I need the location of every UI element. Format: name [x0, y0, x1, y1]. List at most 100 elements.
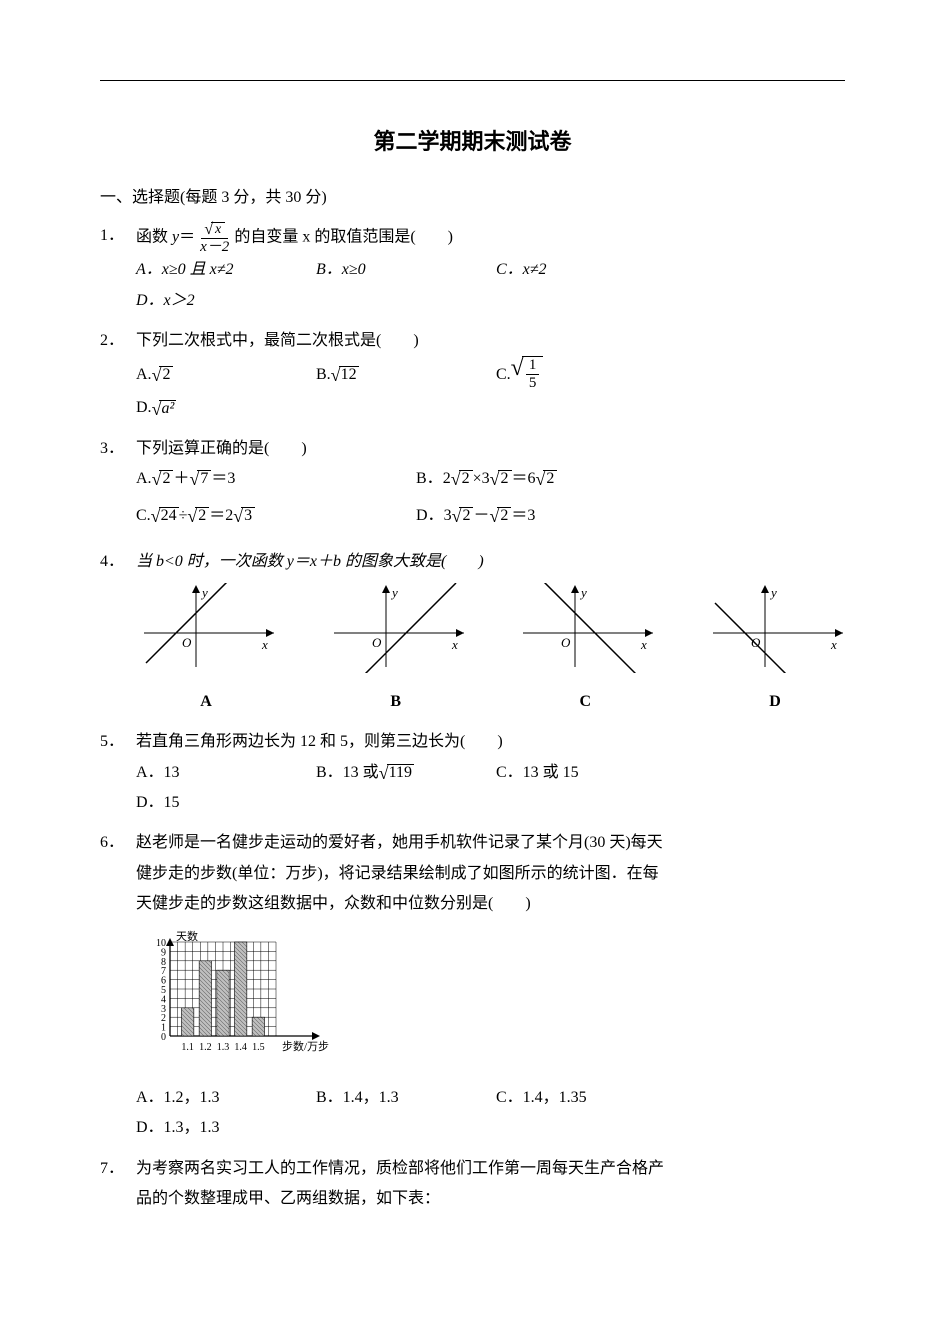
- q2-options: A.√2 B.√12 C.√15 D.√a²: [136, 356, 845, 423]
- svg-text:8: 8: [161, 956, 166, 967]
- q4-graph-label: A: [136, 687, 276, 717]
- q4-graph-label: D: [705, 687, 845, 717]
- svg-text:x: x: [640, 637, 647, 652]
- q7-number: 7．: [100, 1154, 136, 1184]
- q2-opt-c: C.√15: [496, 356, 656, 393]
- q7-stem: 为考察两名实习工人的工作情况，质检部将他们工作第一周每天生产合格产: [136, 1154, 845, 1184]
- svg-text:2: 2: [161, 1013, 166, 1024]
- q6-opt-d: D．1.3，1.3: [136, 1113, 296, 1143]
- svg-text:O: O: [561, 635, 571, 650]
- q6-options: A．1.2，1.3 B．1.4，1.3 C．1.4，1.35 D．1.3，1.3: [136, 1083, 845, 1144]
- q4-graph-C: yxOC: [515, 583, 655, 717]
- section-1-header: 一、选择题(每题 3 分，共 30 分): [100, 183, 845, 213]
- sqrt-icon: √2: [489, 507, 511, 525]
- q2-opt-d: D.√a²: [136, 393, 296, 423]
- q5-opt-d: D．15: [136, 788, 296, 818]
- svg-text:1.1: 1.1: [181, 1042, 194, 1053]
- q6-opt-a: A．1.2，1.3: [136, 1083, 296, 1113]
- q6-stem-cont: 健步走的步数(单位：万步)，将记录结果绘制成了如图所示的统计图．在每 天健步走的…: [136, 859, 845, 920]
- q4-graph-label: B: [326, 687, 466, 717]
- question-6: 6． 赵老师是一名健步走运动的爱好者，她用手机软件记录了某个月(30 天)每天 …: [100, 828, 845, 1143]
- linear-function-graph-icon: yxO: [326, 583, 466, 673]
- q1-options: A．x≥0 且 x≠2 B．x≥0 C．x≠2 D．x＞2: [136, 255, 845, 316]
- svg-text:1.4: 1.4: [234, 1042, 247, 1053]
- q1-opt-c: C．x≠2: [496, 255, 656, 285]
- sqrt-icon: √2: [152, 366, 174, 384]
- question-2: 2． 下列二次根式中，最简二次根式是( ) A.√2 B.√12 C.√15 D…: [100, 326, 845, 424]
- q4-graph-D: yxOD: [705, 583, 845, 717]
- sqrt-icon: √2: [536, 470, 558, 488]
- q3-opt-d: D． 3√2－√2＝3: [416, 501, 676, 531]
- question-4: 4． 当 b<0 时，一次函数 y＝x＋b 的图象大致是( ) yxOAyxOB…: [100, 547, 845, 717]
- sqrt-icon: √x: [204, 222, 225, 238]
- q3-options: A. √2 ＋ √7 ＝3 B． 2√2×3√2＝6√2 C. √24÷√2＝2…: [136, 464, 845, 537]
- q1-stem: 函数 y＝ √x x－2 的自变量 x 的取值范围是( ): [136, 221, 845, 255]
- q5-stem: 若直角三角形两边长为 12 和 5，则第三边长为( ): [136, 727, 845, 757]
- q3-opt-b: B． 2√2×3√2＝6√2: [416, 464, 676, 494]
- svg-text:10: 10: [156, 938, 166, 949]
- svg-text:1.2: 1.2: [199, 1042, 212, 1053]
- svg-text:6: 6: [161, 975, 166, 986]
- svg-text:0: 0: [161, 1032, 166, 1043]
- sqrt-icon: √2: [451, 470, 473, 488]
- sqrt-icon: √12: [331, 366, 359, 384]
- q2-number: 2．: [100, 326, 136, 356]
- q2-opt-a: A.√2: [136, 356, 296, 393]
- q5-opt-a: A．13: [136, 758, 296, 788]
- q5-opt-c: C．13 或 15: [496, 758, 656, 788]
- sqrt-icon: √2: [187, 507, 209, 525]
- q2-opt-b: B.√12: [316, 356, 476, 393]
- svg-text:y: y: [200, 585, 208, 600]
- svg-text:天数: 天数: [176, 930, 198, 943]
- sqrt-icon: √3: [233, 507, 255, 525]
- question-7: 7． 为考察两名实习工人的工作情况，质检部将他们工作第一周每天生产合格产 品的个…: [100, 1154, 845, 1215]
- svg-text:1: 1: [161, 1022, 166, 1033]
- svg-text:O: O: [372, 635, 382, 650]
- sqrt-icon: √7: [189, 470, 211, 488]
- svg-text:4: 4: [161, 994, 166, 1005]
- question-3: 3． 下列运算正确的是( ) A. √2 ＋ √7 ＝3 B． 2√2×3√2＝…: [100, 434, 845, 537]
- page-top-rule: [100, 80, 845, 81]
- q4-graph-label: C: [515, 687, 655, 717]
- q7-stem-cont: 品的个数整理成甲、乙两组数据，如下表：: [136, 1184, 845, 1214]
- sqrt-icon: √2: [490, 470, 512, 488]
- linear-function-graph-icon: yxO: [136, 583, 276, 673]
- svg-text:1.5: 1.5: [252, 1042, 264, 1053]
- q1-number: 1．: [100, 221, 136, 251]
- linear-function-graph-icon: yxO: [515, 583, 655, 673]
- sqrt-icon: √2: [452, 507, 474, 525]
- q6-bar-chart: 012345678910天数步数/万步1.11.21.31.41.5: [136, 928, 845, 1075]
- q3-opt-c: C. √24÷√2＝2√3: [136, 501, 396, 531]
- q4-graph-B: yxOB: [326, 583, 466, 717]
- question-5: 5． 若直角三角形两边长为 12 和 5，则第三边长为( ) A．13 B．13…: [100, 727, 845, 818]
- q6-stem: 赵老师是一名健步走运动的爱好者，她用手机软件记录了某个月(30 天)每天: [136, 828, 845, 858]
- sqrt-icon: √119: [379, 764, 414, 782]
- q4-stem: 当 b<0 时，一次函数 y＝x＋b 的图象大致是( ): [136, 547, 845, 577]
- linear-function-graph-icon: yxO: [705, 583, 845, 673]
- step-count-bar-chart-icon: 012345678910天数步数/万步1.11.21.31.41.5: [136, 928, 366, 1064]
- q3-number: 3．: [100, 434, 136, 464]
- q6-opt-b: B．1.4，1.3: [316, 1083, 476, 1113]
- q1-opt-d: D．x＞2: [136, 286, 296, 316]
- q1-opt-b: B．x≥0: [316, 255, 476, 285]
- question-1: 1． 函数 y＝ √x x－2 的自变量 x 的取值范围是( ) A．x≥0 且…: [100, 221, 845, 316]
- exam-title: 第二学期期末测试卷: [100, 121, 845, 163]
- q3-stem: 下列运算正确的是( ): [136, 434, 845, 464]
- svg-text:O: O: [182, 635, 192, 650]
- svg-text:步数/万步: 步数/万步: [282, 1040, 329, 1053]
- sqrt-icon: √24: [151, 507, 179, 525]
- q5-number: 5．: [100, 727, 136, 757]
- q5-options: A．13 B．13 或√119 C．13 或 15 D．15: [136, 758, 845, 819]
- svg-text:7: 7: [161, 966, 166, 977]
- q4-graphs: yxOAyxOByxOCyxOD: [136, 583, 845, 717]
- svg-text:y: y: [769, 585, 777, 600]
- q2-stem: 下列二次根式中，最简二次根式是( ): [136, 326, 845, 356]
- svg-text:x: x: [451, 637, 458, 652]
- sqrt-icon: √15: [511, 356, 544, 393]
- q3-opt-a: A. √2 ＋ √7 ＝3: [136, 464, 396, 494]
- svg-text:3: 3: [161, 1003, 166, 1014]
- q5-opt-b: B．13 或√119: [316, 758, 476, 788]
- q4-graph-A: yxO A: [136, 583, 276, 717]
- sqrt-icon: √a²: [152, 400, 177, 418]
- svg-text:x: x: [830, 637, 837, 652]
